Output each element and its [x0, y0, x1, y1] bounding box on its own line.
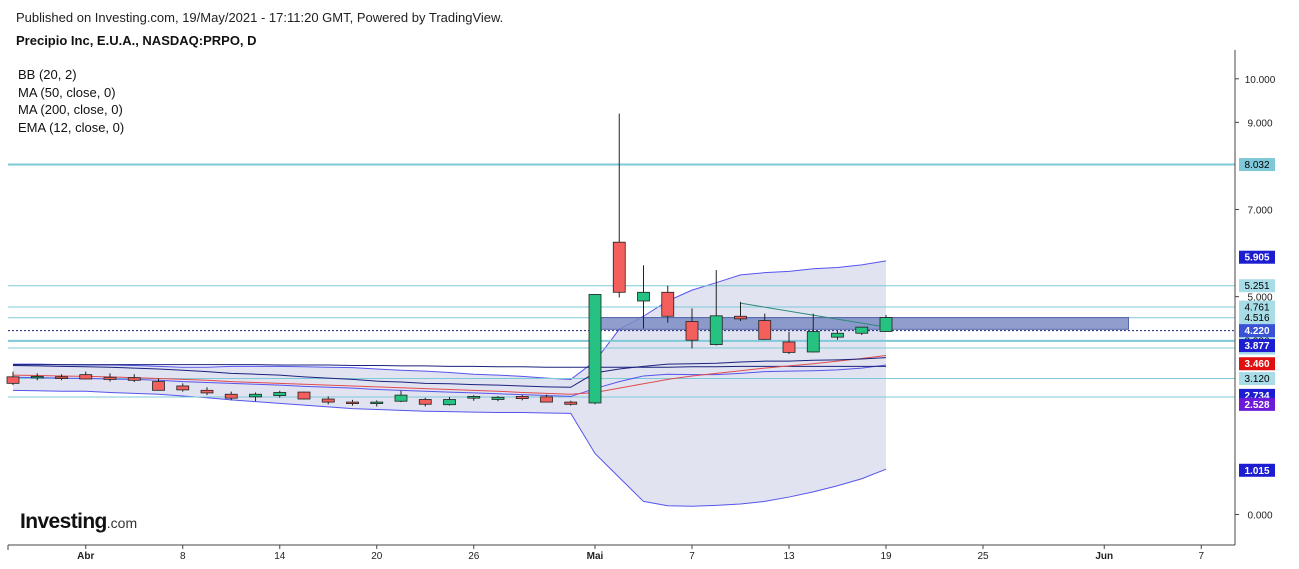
- candle-down: [661, 291, 675, 317]
- indicator-legend: BB (20, 2) MA (50, close, 0) MA (200, cl…: [18, 66, 124, 136]
- y-tick-label: 0.000: [1247, 511, 1272, 522]
- price-tag-bg: [1239, 339, 1275, 353]
- candle-down: [79, 374, 93, 380]
- x-tick-label: Jun: [1095, 551, 1113, 562]
- level-label: 8.032: [1244, 160, 1269, 171]
- x-tick-label: 20: [371, 551, 383, 562]
- candle-down: [758, 320, 772, 340]
- candle-up: [30, 375, 44, 379]
- candle-down: [346, 401, 359, 404]
- level-label-bg: [1239, 372, 1275, 386]
- price-tag: 1.015: [1244, 466, 1269, 477]
- candle-down: [200, 389, 214, 394]
- level-label-bg: [1239, 158, 1275, 172]
- candle-up: [879, 317, 893, 332]
- candle-down: [55, 376, 68, 379]
- candle-up: [443, 399, 456, 406]
- candle-down: [224, 393, 238, 399]
- candle-down: [127, 377, 141, 381]
- candle-down: [685, 321, 699, 341]
- bb-upper-line: [13, 260, 887, 380]
- indicator-bb[interactable]: BB (20, 2): [18, 67, 77, 82]
- candle-down: [734, 315, 747, 320]
- x-tick-label: 8: [180, 551, 186, 562]
- candle-up: [491, 396, 505, 400]
- candle-down: [6, 376, 20, 384]
- indicator-ma200[interactable]: MA (200, close, 0): [18, 102, 123, 117]
- candle-down: [612, 241, 626, 293]
- candle-up: [249, 393, 262, 398]
- candle-up: [806, 331, 820, 353]
- price-tag: 3.877: [1244, 341, 1269, 352]
- level-label-bg: [1239, 300, 1275, 314]
- price-tag: 2.734: [1244, 391, 1269, 402]
- x-tick-label: Abr: [77, 551, 94, 562]
- candle-down: [418, 399, 432, 405]
- x-tick-label: 25: [977, 551, 989, 562]
- y-tick-label: 7.000: [1247, 206, 1272, 217]
- price-tag-bg: [1239, 250, 1275, 264]
- candle-down: [564, 401, 578, 405]
- candle-up: [588, 294, 602, 404]
- x-tick-label: 7: [689, 551, 695, 562]
- candle-down: [515, 396, 529, 399]
- candle-up: [273, 392, 287, 396]
- x-tick-label: Mai: [587, 551, 604, 562]
- price-tag: 3.460: [1244, 359, 1269, 370]
- candle-up: [394, 394, 408, 402]
- candles: [6, 113, 893, 407]
- ma200-line: [13, 364, 886, 368]
- candle-down: [297, 391, 311, 400]
- level-label-bg: [1239, 311, 1275, 325]
- candle-down: [540, 396, 553, 403]
- bb-lower-line: [12, 389, 887, 507]
- candle-up: [855, 326, 869, 334]
- x-tick-label: 14: [274, 551, 286, 562]
- y-tick-label: 9.000: [1247, 118, 1272, 129]
- candle-down: [782, 341, 796, 353]
- candle-up: [709, 315, 723, 345]
- level-label: 4.761: [1244, 303, 1269, 314]
- price-tag: 5.905: [1244, 253, 1269, 264]
- published-caption: Published on Investing.com, 19/May/2021 …: [16, 10, 504, 25]
- price-tag-bg: [1239, 463, 1275, 477]
- price-tag-bg: [1239, 357, 1275, 371]
- indicator-ema12[interactable]: EMA (12, close, 0): [18, 119, 125, 135]
- level-label: 4.516: [1244, 313, 1269, 324]
- indicator-ma50[interactable]: MA (50, close, 0): [18, 84, 116, 100]
- investing-logo: Investing.com: [20, 510, 138, 533]
- symbol-title: Precipio Inc, E.U.A., NASDAQ:PRPO, D: [16, 33, 257, 48]
- candle-up: [831, 332, 844, 338]
- candle-down: [321, 398, 335, 403]
- x-tick-label: 26: [468, 551, 480, 562]
- price-tags: 8.0325.2514.7614.5163.9863.8203.1202.696…: [1239, 158, 1275, 477]
- candle-down: [152, 381, 165, 391]
- ema12-line: [12, 357, 887, 388]
- y-tick-label: 10.000: [1245, 75, 1276, 86]
- price-tag: 2.528: [1244, 400, 1269, 411]
- level-label: 3.120: [1244, 374, 1269, 385]
- candle-down: [103, 376, 117, 380]
- x-tick-label: 19: [880, 551, 892, 562]
- y-tick-label: 5.000: [1247, 293, 1272, 304]
- level-label: 5.251: [1244, 281, 1269, 292]
- candle-up: [637, 291, 650, 302]
- x-tick-label: 13: [783, 551, 795, 562]
- price-tag-bg: [1239, 397, 1275, 411]
- candle-up: [370, 401, 384, 404]
- level-label-bg: [1239, 279, 1275, 293]
- price-tag: 4.220: [1244, 326, 1269, 337]
- x-tick-label: 7: [1198, 551, 1204, 562]
- price-tag-bg: [1239, 324, 1275, 338]
- candle-up: [467, 396, 481, 399]
- axes: 10.000 9.000 7.000 5.000 0.000 Abr 8 14 20 26 Mai 7…: [7, 50, 1276, 562]
- candle-down: [176, 385, 190, 391]
